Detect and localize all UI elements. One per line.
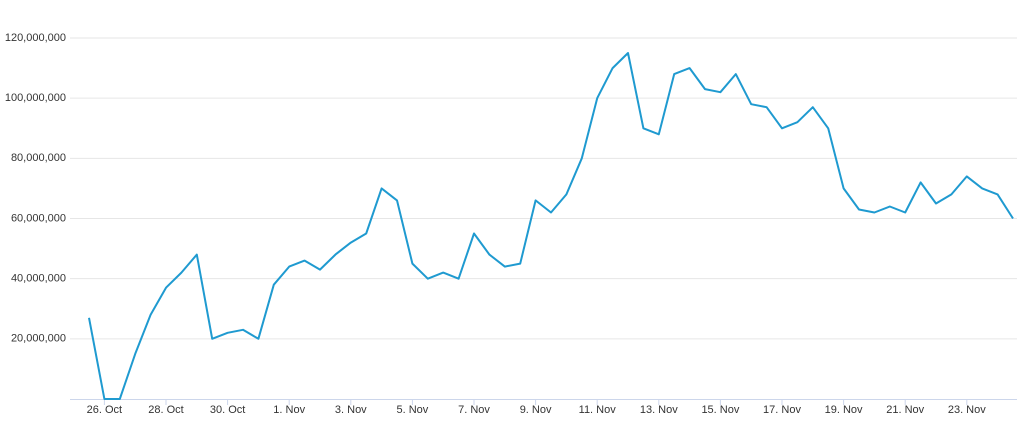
x-tick-label: 7. Nov xyxy=(458,404,490,416)
y-tick-label: 120,000,000 xyxy=(5,32,66,44)
x-tick-label: 19. Nov xyxy=(825,404,863,416)
x-tick-label: 30. Oct xyxy=(210,404,245,416)
y-tick-label: 20,000,000 xyxy=(11,333,66,345)
x-tick-label: 1. Nov xyxy=(273,404,305,416)
x-tick-label: 23. Nov xyxy=(948,404,986,416)
x-tick-label: 11. Nov xyxy=(579,404,617,416)
x-tick-label: 21. Nov xyxy=(886,404,924,416)
data-line xyxy=(88,52,1014,400)
x-tick-label: 13. Nov xyxy=(640,404,678,416)
y-tick-label: 60,000,000 xyxy=(11,212,66,224)
y-tick-label: 100,000,000 xyxy=(5,92,66,104)
x-tick-label: 3. Nov xyxy=(335,404,367,416)
x-tick-label: 17. Nov xyxy=(763,404,801,416)
x-tick-label: 15. Nov xyxy=(701,404,739,416)
x-tick-label: 5. Nov xyxy=(397,404,429,416)
y-tick-label: 40,000,000 xyxy=(11,273,66,285)
y-tick-label: 80,000,000 xyxy=(11,152,66,164)
x-tick-label: 9. Nov xyxy=(520,404,552,416)
x-tick-label: 26. Oct xyxy=(87,404,122,416)
x-tick-label: 28. Oct xyxy=(148,404,183,416)
